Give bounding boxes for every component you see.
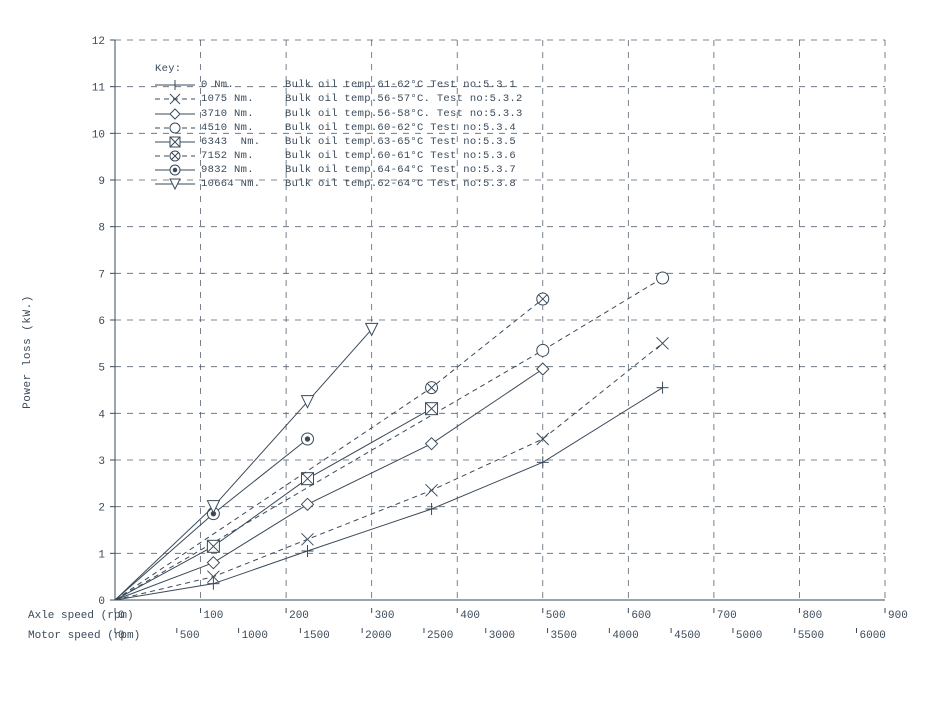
legend-row: 6343 Nm. Bulk oil temp.63-65°C Test no:5.… xyxy=(155,135,523,149)
svg-text:4: 4 xyxy=(98,409,105,421)
svg-text:500: 500 xyxy=(546,610,566,622)
svg-text:800: 800 xyxy=(802,610,822,622)
svg-text:6000: 6000 xyxy=(860,630,886,642)
legend-torque: 9832 Nm. xyxy=(201,163,279,177)
svg-text:1500: 1500 xyxy=(303,630,329,642)
svg-text:9: 9 xyxy=(98,176,105,188)
svg-text:6: 6 xyxy=(98,316,105,328)
svg-text:600: 600 xyxy=(631,610,651,622)
legend-desc: Bulk oil temp.61-62°C Test no:5.3.1 xyxy=(285,78,516,92)
svg-text:0: 0 xyxy=(118,630,125,642)
svg-text:5: 5 xyxy=(98,363,105,375)
legend-torque: 1075 Nm. xyxy=(201,92,279,106)
legend-desc: Bulk oil temp.62-64°C Test no:5.3.8 xyxy=(285,177,516,191)
legend-marker xyxy=(155,92,195,106)
legend-row: 4510 Nm. Bulk oil temp.60-62°C Test no:5.… xyxy=(155,121,523,135)
svg-text:700: 700 xyxy=(717,610,737,622)
svg-text:400: 400 xyxy=(460,610,480,622)
legend-desc: Bulk oil temp.56-57°C. Test no:5.3.2 xyxy=(285,92,523,106)
legend-torque: 6343 Nm. xyxy=(201,135,279,149)
legend-torque: 10664 Nm. xyxy=(201,177,279,191)
legend-desc: Bulk oil temp.56-58°C. Test no:5.3.3 xyxy=(285,107,523,121)
svg-text:7: 7 xyxy=(98,269,105,281)
svg-text:100: 100 xyxy=(204,610,224,622)
legend-marker xyxy=(155,163,195,177)
legend-marker xyxy=(155,78,195,92)
legend-marker xyxy=(155,135,195,149)
legend-torque: 0 Nm. xyxy=(201,78,279,92)
svg-text:3000: 3000 xyxy=(489,630,515,642)
svg-text:8: 8 xyxy=(98,223,105,235)
legend-desc: Bulk oil temp.60-61°C Test no:5.3.6 xyxy=(285,149,516,163)
svg-text:2000: 2000 xyxy=(365,630,391,642)
legend-desc: Bulk oil temp.63-65°C Test no:5.3.5 xyxy=(285,135,516,149)
legend: Key: 0 Nm. Bulk oil temp.61-62°C Test no:5… xyxy=(155,62,523,192)
svg-text:900: 900 xyxy=(888,610,908,622)
legend-marker xyxy=(155,121,195,135)
svg-text:1000: 1000 xyxy=(242,630,268,642)
legend-torque: 7152 Nm. xyxy=(201,149,279,163)
svg-text:3: 3 xyxy=(98,456,105,468)
legend-desc: Bulk oil temp.60-62°C Test no:5.3.4 xyxy=(285,121,516,135)
svg-text:1: 1 xyxy=(98,549,105,561)
svg-text:10: 10 xyxy=(92,129,105,141)
svg-text:2500: 2500 xyxy=(427,630,453,642)
legend-marker xyxy=(155,149,195,163)
series-s2 xyxy=(115,337,669,600)
svg-text:0: 0 xyxy=(118,610,125,622)
legend-row: 0 Nm. Bulk oil temp.61-62°C Test no:5.3.1 xyxy=(155,78,523,92)
svg-text:12: 12 xyxy=(92,36,105,48)
legend-torque: 3710 Nm. xyxy=(201,107,279,121)
svg-text:4000: 4000 xyxy=(612,630,638,642)
legend-row: 7152 Nm. Bulk oil temp.60-61°C Test no:5.… xyxy=(155,149,523,163)
legend-row: 9832 Nm. Bulk oil temp.64-64°C Test no:5.… xyxy=(155,163,523,177)
svg-text:300: 300 xyxy=(375,610,395,622)
y-axis-label: Power loss (kW.) xyxy=(22,295,34,409)
series-s5 xyxy=(115,403,438,600)
svg-text:3500: 3500 xyxy=(551,630,577,642)
svg-text:5500: 5500 xyxy=(798,630,824,642)
svg-text:4500: 4500 xyxy=(674,630,700,642)
legend-title: Key: xyxy=(155,62,523,76)
legend-desc: Bulk oil temp.64-64°C Test no:5.3.7 xyxy=(285,163,516,177)
legend-row: 3710 Nm. Bulk oil temp.56-58°C. Test no:5… xyxy=(155,107,523,121)
legend-marker xyxy=(155,107,195,121)
series-s6 xyxy=(115,293,549,600)
svg-text:500: 500 xyxy=(180,630,200,642)
legend-torque: 4510 Nm. xyxy=(201,121,279,135)
legend-marker xyxy=(155,177,195,191)
svg-text:2: 2 xyxy=(98,503,105,515)
series-s7 xyxy=(115,433,314,600)
svg-text:5000: 5000 xyxy=(736,630,762,642)
power-loss-chart: Power loss (kW.) 0123456789101112Axle sp… xyxy=(20,20,917,684)
legend-row: 1075 Nm. Bulk oil temp.56-57°C. Test no:5… xyxy=(155,92,523,106)
svg-text:200: 200 xyxy=(289,610,309,622)
legend-row: 10664 Nm. Bulk oil temp.62-64°C Test no:5… xyxy=(155,177,523,191)
svg-text:11: 11 xyxy=(92,83,106,95)
svg-text:0: 0 xyxy=(98,596,105,608)
